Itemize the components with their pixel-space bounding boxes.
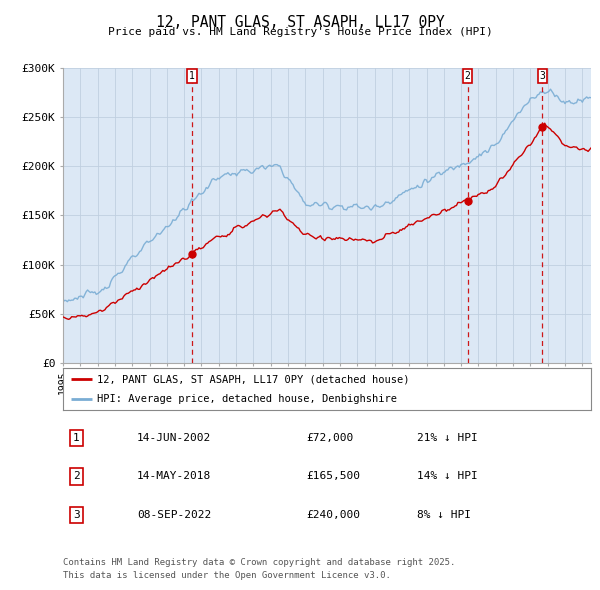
Text: 12, PANT GLAS, ST ASAPH, LL17 0PY: 12, PANT GLAS, ST ASAPH, LL17 0PY bbox=[155, 15, 445, 30]
Text: 3: 3 bbox=[73, 510, 80, 520]
Text: £240,000: £240,000 bbox=[306, 510, 360, 520]
Text: 3: 3 bbox=[539, 71, 545, 81]
Text: £72,000: £72,000 bbox=[306, 432, 353, 442]
Text: 1: 1 bbox=[73, 432, 80, 442]
Text: This data is licensed under the Open Government Licence v3.0.: This data is licensed under the Open Gov… bbox=[63, 571, 391, 579]
Text: 14% ↓ HPI: 14% ↓ HPI bbox=[417, 471, 478, 481]
Text: 2: 2 bbox=[73, 471, 80, 481]
Text: 2: 2 bbox=[464, 71, 470, 81]
Text: 8% ↓ HPI: 8% ↓ HPI bbox=[417, 510, 471, 520]
Text: 14-JUN-2002: 14-JUN-2002 bbox=[137, 432, 211, 442]
Text: £165,500: £165,500 bbox=[306, 471, 360, 481]
Text: 14-MAY-2018: 14-MAY-2018 bbox=[137, 471, 211, 481]
Text: 21% ↓ HPI: 21% ↓ HPI bbox=[417, 432, 478, 442]
Text: 12, PANT GLAS, ST ASAPH, LL17 0PY (detached house): 12, PANT GLAS, ST ASAPH, LL17 0PY (detac… bbox=[97, 374, 410, 384]
Text: 08-SEP-2022: 08-SEP-2022 bbox=[137, 510, 211, 520]
Text: Contains HM Land Registry data © Crown copyright and database right 2025.: Contains HM Land Registry data © Crown c… bbox=[63, 558, 455, 566]
Text: Price paid vs. HM Land Registry's House Price Index (HPI): Price paid vs. HM Land Registry's House … bbox=[107, 27, 493, 37]
Text: 1: 1 bbox=[189, 71, 195, 81]
Text: HPI: Average price, detached house, Denbighshire: HPI: Average price, detached house, Denb… bbox=[97, 394, 397, 404]
